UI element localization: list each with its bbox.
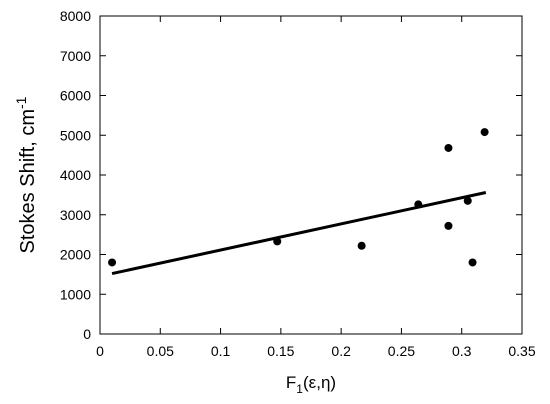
- x-axis-title-subscript: 1: [296, 382, 303, 396]
- x-tick-label: 0.1: [211, 343, 231, 359]
- y-axis-title: Stokes Shift, cm-1: [13, 96, 39, 253]
- fit-line: [111, 191, 487, 276]
- x-tick-label: 0.2: [331, 343, 351, 359]
- x-axis-title-main: F: [286, 373, 296, 392]
- data-point: [463, 196, 472, 205]
- x-tick-label: 0.3: [452, 343, 472, 359]
- y-tick-label: 5000: [60, 127, 91, 143]
- data-point: [444, 143, 453, 152]
- y-axis-title-superscript: -1: [13, 96, 29, 109]
- x-tick-label: 0.15: [267, 343, 294, 359]
- fit-line-layer: [111, 191, 487, 276]
- x-axis-title-rest: (ε,η): [303, 373, 336, 392]
- x-tick-label: 0.35: [508, 343, 535, 359]
- y-tick-label: 0: [83, 326, 91, 342]
- y-tick-label: 6000: [60, 88, 91, 104]
- y-tick-label: 3000: [60, 207, 91, 223]
- y-axis-ticks: 0 1000 2000 3000 4000 5000 6000 7000 8000: [60, 8, 522, 342]
- y-axis-title-main: Stokes Shift, cm: [17, 109, 39, 254]
- x-tick-label: 0: [96, 343, 104, 359]
- x-tick-label: 0.25: [388, 343, 415, 359]
- y-tick-label: 7000: [60, 48, 91, 64]
- x-tick-label: 0.05: [147, 343, 174, 359]
- data-point: [414, 200, 423, 209]
- y-tick-label: 4000: [60, 167, 91, 183]
- data-points-layer: [108, 128, 489, 267]
- y-tick-label: 8000: [60, 8, 91, 24]
- data-point: [357, 241, 366, 250]
- data-point: [444, 221, 453, 230]
- data-point: [273, 237, 282, 246]
- x-axis-ticks: 0 0.05 0.1 0.15 0.2 0.25 0.3 0.35: [96, 16, 536, 359]
- plot-frame: [99, 15, 523, 335]
- y-tick-label: 1000: [60, 286, 91, 302]
- x-axis-title: F1(ε,η): [286, 373, 336, 396]
- data-point: [480, 128, 489, 137]
- data-point: [108, 258, 117, 267]
- y-tick-label: 2000: [60, 247, 91, 263]
- data-point: [468, 258, 477, 267]
